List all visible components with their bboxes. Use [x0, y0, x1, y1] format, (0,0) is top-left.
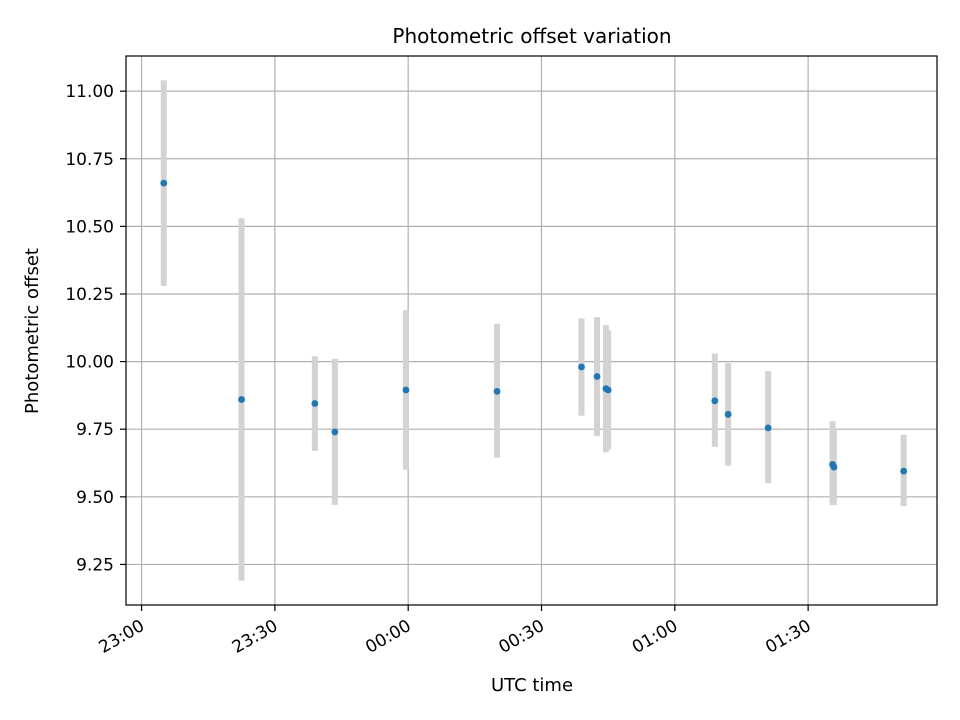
data-point: [764, 424, 772, 432]
data-point: [711, 397, 719, 405]
data-point: [311, 400, 319, 407]
data-point: [160, 179, 168, 187]
data-point: [238, 396, 245, 403]
x-axis-label: UTC time: [491, 675, 573, 696]
data-point: [402, 386, 410, 394]
data-point: [578, 363, 585, 371]
y-tick-label: 9.25: [76, 555, 114, 575]
y-tick-label: 10.75: [65, 150, 114, 170]
data-points: [160, 179, 908, 475]
plot-frame: [125, 55, 938, 606]
data-point: [593, 373, 601, 380]
y-tick-label: 10.50: [65, 217, 114, 237]
y-axis: 11.00 10.75 10.50 10.25 10.00 9.75 9.50 9.25: [65, 82, 126, 575]
y-tick-label: 9.50: [76, 488, 114, 508]
y-tick-label: 10.00: [65, 353, 114, 373]
grid: [126, 56, 937, 605]
chart-title: Photometric offset variation: [392, 24, 671, 48]
y-tick-label: 10.25: [65, 285, 114, 305]
y-axis-label: Photometric offset: [22, 248, 43, 414]
data-point: [830, 463, 838, 471]
data-point: [724, 410, 732, 418]
data-point: [493, 387, 501, 395]
data-point: [331, 428, 339, 436]
data-point: [604, 386, 612, 394]
data-point: [900, 467, 908, 475]
y-tick-label: 9.75: [76, 420, 114, 440]
y-tick-label: 11.00: [65, 82, 114, 102]
